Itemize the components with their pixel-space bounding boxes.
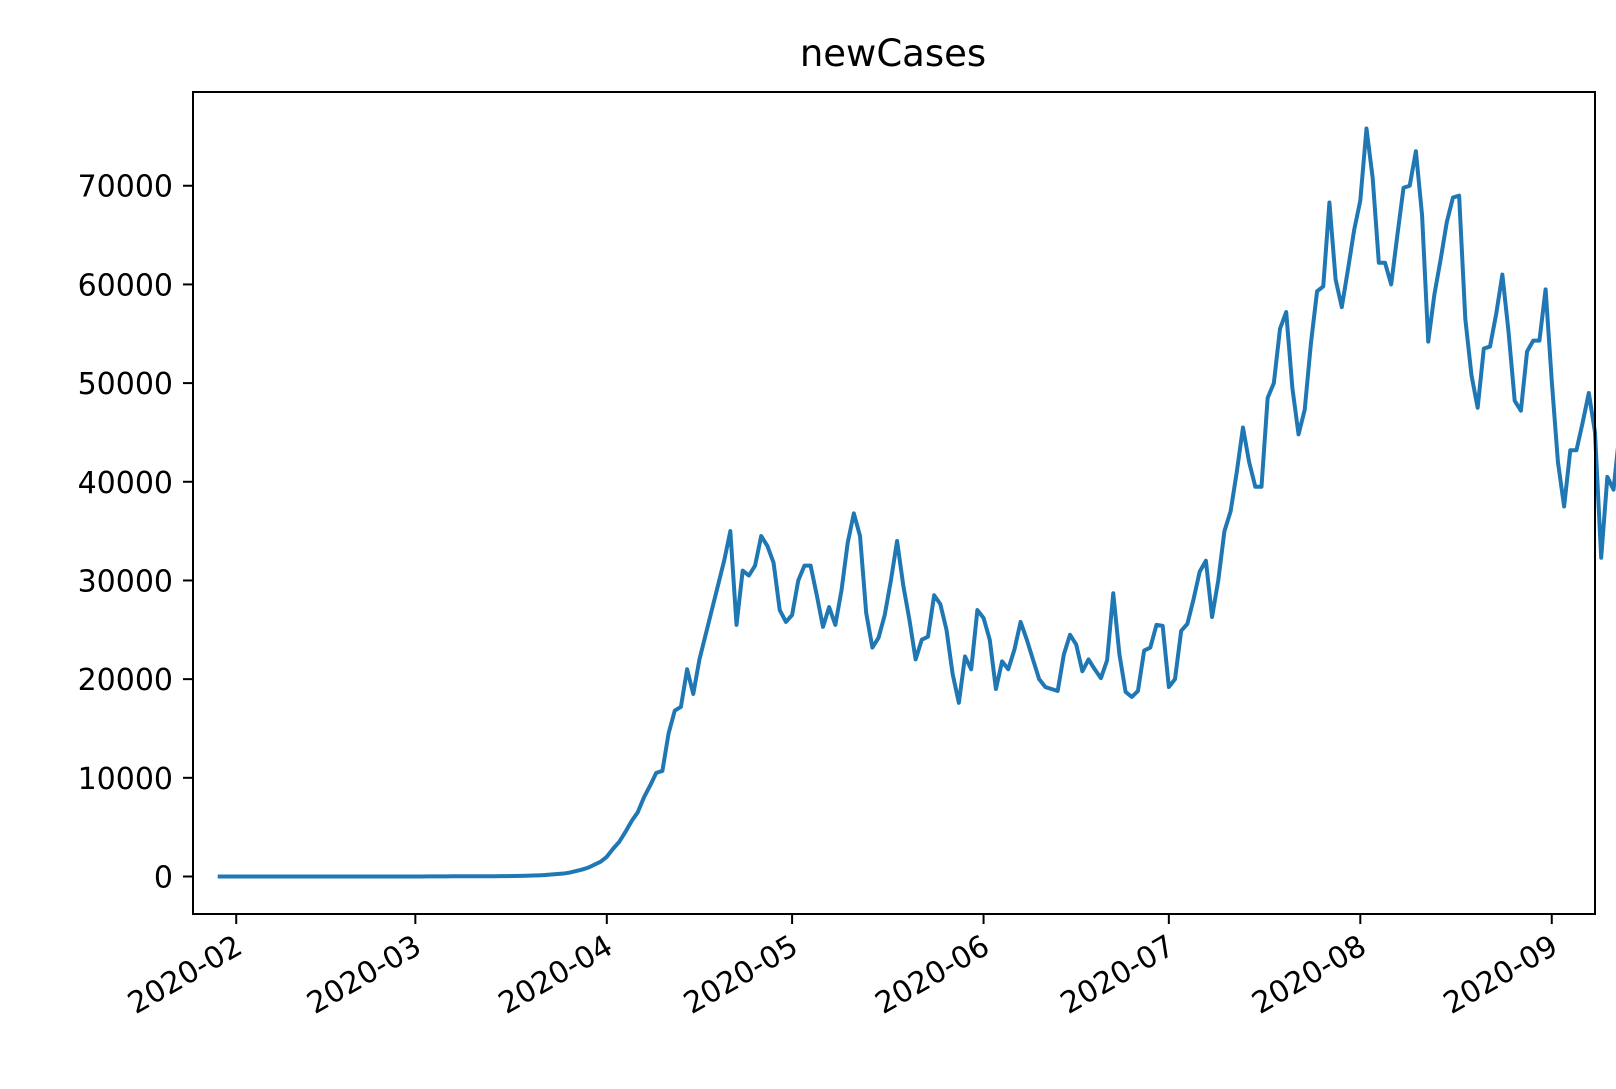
y-tick-label: 60000 (78, 268, 173, 303)
x-tick-label: 2020-02 (122, 929, 248, 1022)
x-tick-label: 2020-08 (1246, 929, 1372, 1022)
y-tick-label: 70000 (78, 170, 173, 205)
x-tick-label: 2020-07 (1055, 929, 1181, 1022)
plot-frame (193, 92, 1595, 914)
x-tick-label: 2020-09 (1438, 929, 1564, 1022)
series-line-newCases (218, 129, 1616, 877)
y-tick-label: 50000 (78, 367, 173, 402)
chart-title: newCases (800, 32, 986, 75)
y-tick-label: 0 (154, 861, 173, 896)
x-tick-label: 2020-03 (301, 929, 427, 1022)
x-tick-label: 2020-05 (678, 929, 804, 1022)
x-tick-label: 2020-06 (869, 929, 995, 1022)
y-tick-label: 20000 (78, 663, 173, 698)
x-tick-label: 2020-04 (493, 929, 619, 1022)
y-tick-label: 40000 (78, 466, 173, 501)
x-axis: 2020-02 2020-03 2020-04 2020-05 2020-06 2020-… (122, 914, 1564, 1022)
y-tick-label: 30000 (78, 564, 173, 599)
y-axis: 0 10000 20000 30000 40000 50000 60000 70000 (78, 170, 193, 896)
y-tick-label: 10000 (78, 762, 173, 797)
